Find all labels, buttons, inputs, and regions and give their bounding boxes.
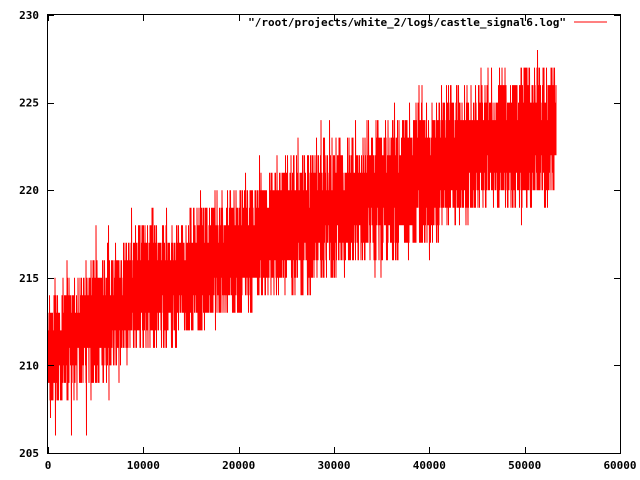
y-tick-label: 205: [19, 447, 39, 460]
x-tick-label: 50000: [508, 459, 541, 472]
series-layer: [47, 49, 557, 436]
y-tick-label: 230: [19, 9, 39, 22]
y-tick-label: 215: [19, 272, 39, 285]
plot-frame: [47, 14, 621, 454]
axis-layer: 205 210 215 220 225 230 0 10000 20000 30000 40000 5…: [19, 9, 636, 472]
x-tick-label: 30000: [317, 459, 350, 472]
x-tick-label: 10000: [127, 459, 160, 472]
y-tick-label: 210: [19, 359, 39, 372]
series-line: [47, 49, 557, 436]
x-tick-label: 60000: [603, 459, 636, 472]
y-tick-label: 225: [19, 97, 39, 110]
x-tick-label: 20000: [222, 459, 255, 472]
legend-series-label: "/root/projects/white_2/logs/castle_sign…: [248, 16, 566, 29]
x-tick-label: 40000: [413, 459, 446, 472]
y-tick-label: 220: [19, 184, 39, 197]
x-tick-label: 0: [45, 459, 52, 472]
legend: "/root/projects/white_2/logs/castle_sign…: [248, 16, 607, 29]
